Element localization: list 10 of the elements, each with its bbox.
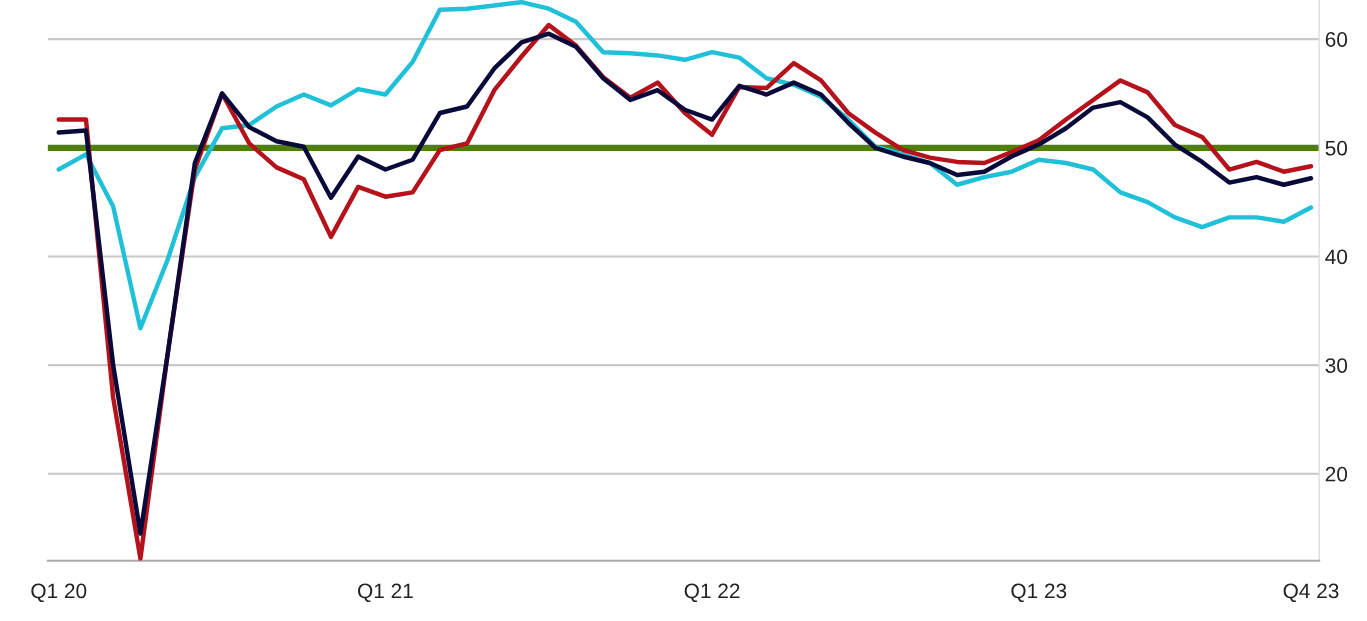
x-tick-label: Q4 23 (1283, 583, 1339, 603)
y-tick-label: 60 (1325, 32, 1348, 47)
y-tick-label: 30 (1325, 358, 1348, 373)
x-tick-label: Q1 20 (31, 583, 87, 603)
y-tick-label: 20 (1325, 466, 1348, 482)
y-tick-label: 40 (1325, 249, 1348, 265)
x-tick-label: Q1 23 (1011, 583, 1067, 603)
x-tick-label: Q1 22 (684, 583, 740, 603)
x-tick-label: Q1 21 (358, 583, 413, 603)
y-tick-label: 50 (1325, 140, 1348, 156)
